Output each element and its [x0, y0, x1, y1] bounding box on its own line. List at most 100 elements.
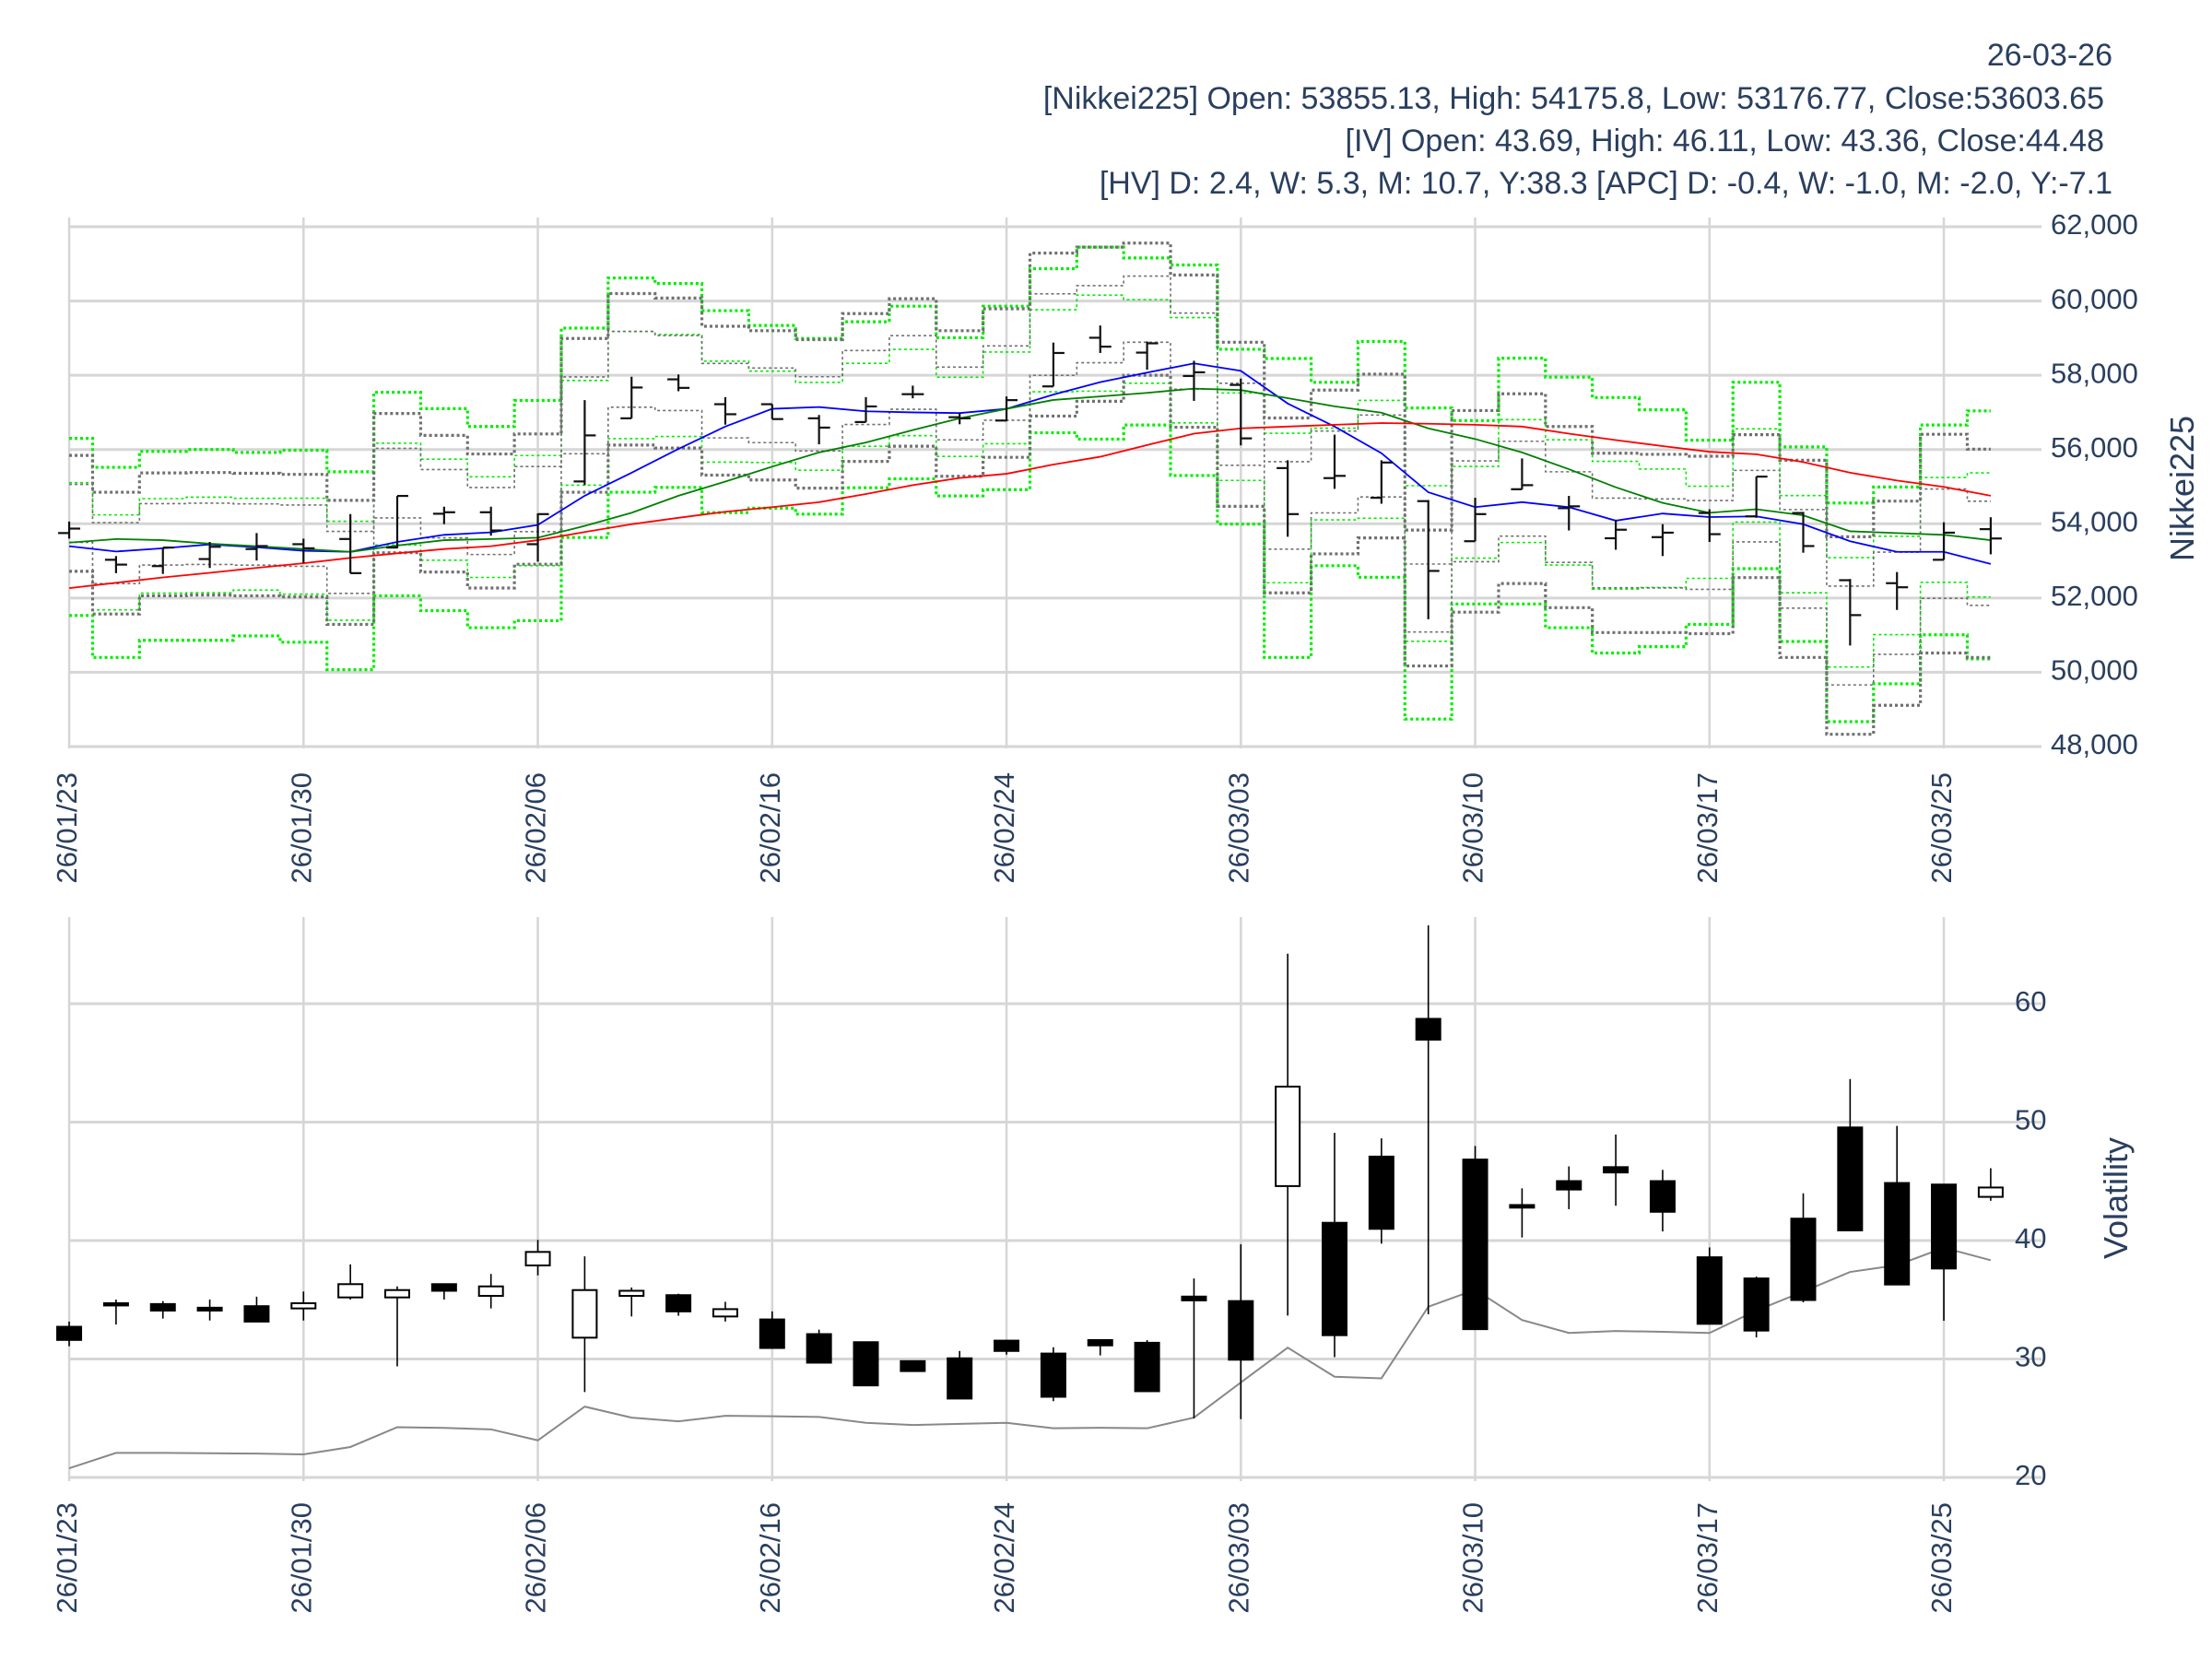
ohlc-bar: [386, 494, 409, 549]
candle-body: [1743, 1277, 1770, 1332]
y-tick-label: 62,000: [2051, 208, 2138, 241]
candle-body: [384, 1288, 411, 1299]
hv-band-inner-lower: [69, 341, 1991, 686]
ohlc-bar: [1933, 522, 1956, 561]
ohlc-bar: [995, 396, 1018, 422]
candle-up: [477, 1274, 504, 1309]
candle-body: [900, 1359, 926, 1372]
ohlc-bar: [432, 506, 455, 524]
candle-down: [1696, 1247, 1723, 1325]
candle-body: [1415, 1018, 1441, 1041]
y-tick-label: 48,000: [2051, 728, 2138, 760]
x-tick-label: 26/01/30: [285, 1502, 317, 1614]
ohlc-bar: [1135, 341, 1159, 371]
ohlc-bar: [620, 376, 643, 419]
candle-down: [1603, 1134, 1630, 1206]
y-tick-label: 54,000: [2051, 505, 2138, 537]
ohlc-bar: [198, 542, 221, 569]
ohlc-bar: [1745, 476, 1768, 518]
nikkei-bands: [69, 241, 1991, 736]
ohlc-bar: [1698, 509, 1721, 543]
candle-body: [947, 1357, 973, 1400]
candle-body: [1603, 1166, 1630, 1174]
ohlc-bar: [854, 396, 877, 424]
candle-body: [1368, 1155, 1394, 1230]
ohlc-bar: [1182, 360, 1206, 401]
ohlc-bar: [667, 374, 690, 392]
y-tick-label: 50,000: [2051, 654, 2138, 687]
candle-body: [56, 1325, 83, 1341]
ohlc-bar: [760, 403, 783, 420]
hv-line-group: [68, 1246, 1992, 1470]
candle-body: [1696, 1256, 1723, 1325]
y-tick-label: 56,000: [2051, 431, 2138, 464]
nikkei-axis-title: Nikkei225: [2163, 416, 2201, 561]
candle-down: [1415, 925, 1441, 1315]
ohlc-bar: [1651, 524, 1674, 557]
candle-down: [1837, 1078, 1864, 1231]
y-tick-label: 52,000: [2051, 580, 2138, 612]
ohlc-bar: [1886, 571, 1909, 610]
candle-body: [1509, 1204, 1535, 1209]
ohlc-bar: [151, 546, 174, 574]
candle-down: [1743, 1277, 1770, 1338]
candle-body: [1649, 1180, 1676, 1213]
y-tick-label: 58,000: [2051, 357, 2138, 389]
ohlc-bar: [479, 506, 502, 536]
x-tick-label: 26/02/06: [520, 1502, 552, 1614]
candle-down: [1040, 1347, 1066, 1402]
ohlc-bar: [1324, 434, 1347, 489]
candle-down: [1368, 1138, 1394, 1244]
candle-up: [712, 1301, 738, 1322]
ohlc-bar: [1792, 512, 1815, 553]
candle-body: [618, 1289, 645, 1298]
candle-body: [196, 1306, 223, 1312]
candle-up: [384, 1286, 411, 1367]
candle-down: [1087, 1338, 1113, 1356]
ohlc-bar: [1511, 458, 1534, 490]
candle-down: [900, 1359, 926, 1372]
x-tick-label: 26/03/25: [1925, 1502, 1958, 1614]
ohlc-bar: [104, 556, 127, 573]
candle-up: [1977, 1168, 2004, 1201]
ohlc-bar: [1041, 342, 1065, 388]
x-tick-label: 26/01/30: [285, 772, 317, 884]
x-tick-label: 26/01/23: [51, 772, 83, 884]
candle-body: [1790, 1218, 1817, 1301]
hv-line: [68, 1246, 1992, 1470]
candle-body: [994, 1339, 1020, 1352]
x-tick-label: 26/03/03: [1222, 772, 1254, 884]
candle-down: [243, 1296, 270, 1323]
hv-band-outer-lower: [69, 373, 1991, 736]
candle-body: [1556, 1180, 1583, 1191]
ohlc-bar: [807, 415, 830, 445]
candle-body: [1977, 1186, 2004, 1198]
header-hv-apc: [HV] D: 2.4, W: 5.3, M: 10.7, Y:38.3 [AP…: [1099, 166, 2112, 201]
y-tick-label: 40: [2015, 1222, 2046, 1254]
x-tick-label: 26/02/24: [988, 772, 1020, 884]
iv-band-inner-lower: [69, 382, 1991, 668]
candle-body: [524, 1251, 551, 1266]
header-iv-ohlc: [IV] Open: 43.69, High: 46.11, Low: 43.3…: [1345, 124, 2104, 159]
ohlc-bar: [1839, 579, 1862, 646]
x-tick-label: 26/02/06: [520, 772, 552, 884]
candle-down: [1649, 1170, 1676, 1232]
candle-body: [477, 1285, 504, 1298]
header-nikkei-ohlc: [Nikkei225] Open: 53855.13, High: 54175.…: [1042, 81, 2104, 116]
candle-body: [571, 1288, 598, 1339]
ohlc-bar: [1979, 517, 2002, 555]
candle-up: [571, 1256, 598, 1393]
ohlc-bar: [526, 512, 549, 562]
candle-up: [1275, 953, 1301, 1316]
ohlc-bar: [1230, 378, 1253, 446]
x-tick-label: 26/03/10: [1457, 1502, 1489, 1614]
candle-down: [853, 1341, 879, 1387]
candle-down: [947, 1350, 973, 1400]
candle-up: [524, 1240, 551, 1276]
candle-body: [1228, 1300, 1254, 1361]
x-tick-label: 26/03/25: [1925, 772, 1958, 884]
ohlc-bar: [1277, 460, 1300, 537]
candle-down: [665, 1293, 692, 1316]
ohlc-bar: [58, 521, 81, 539]
